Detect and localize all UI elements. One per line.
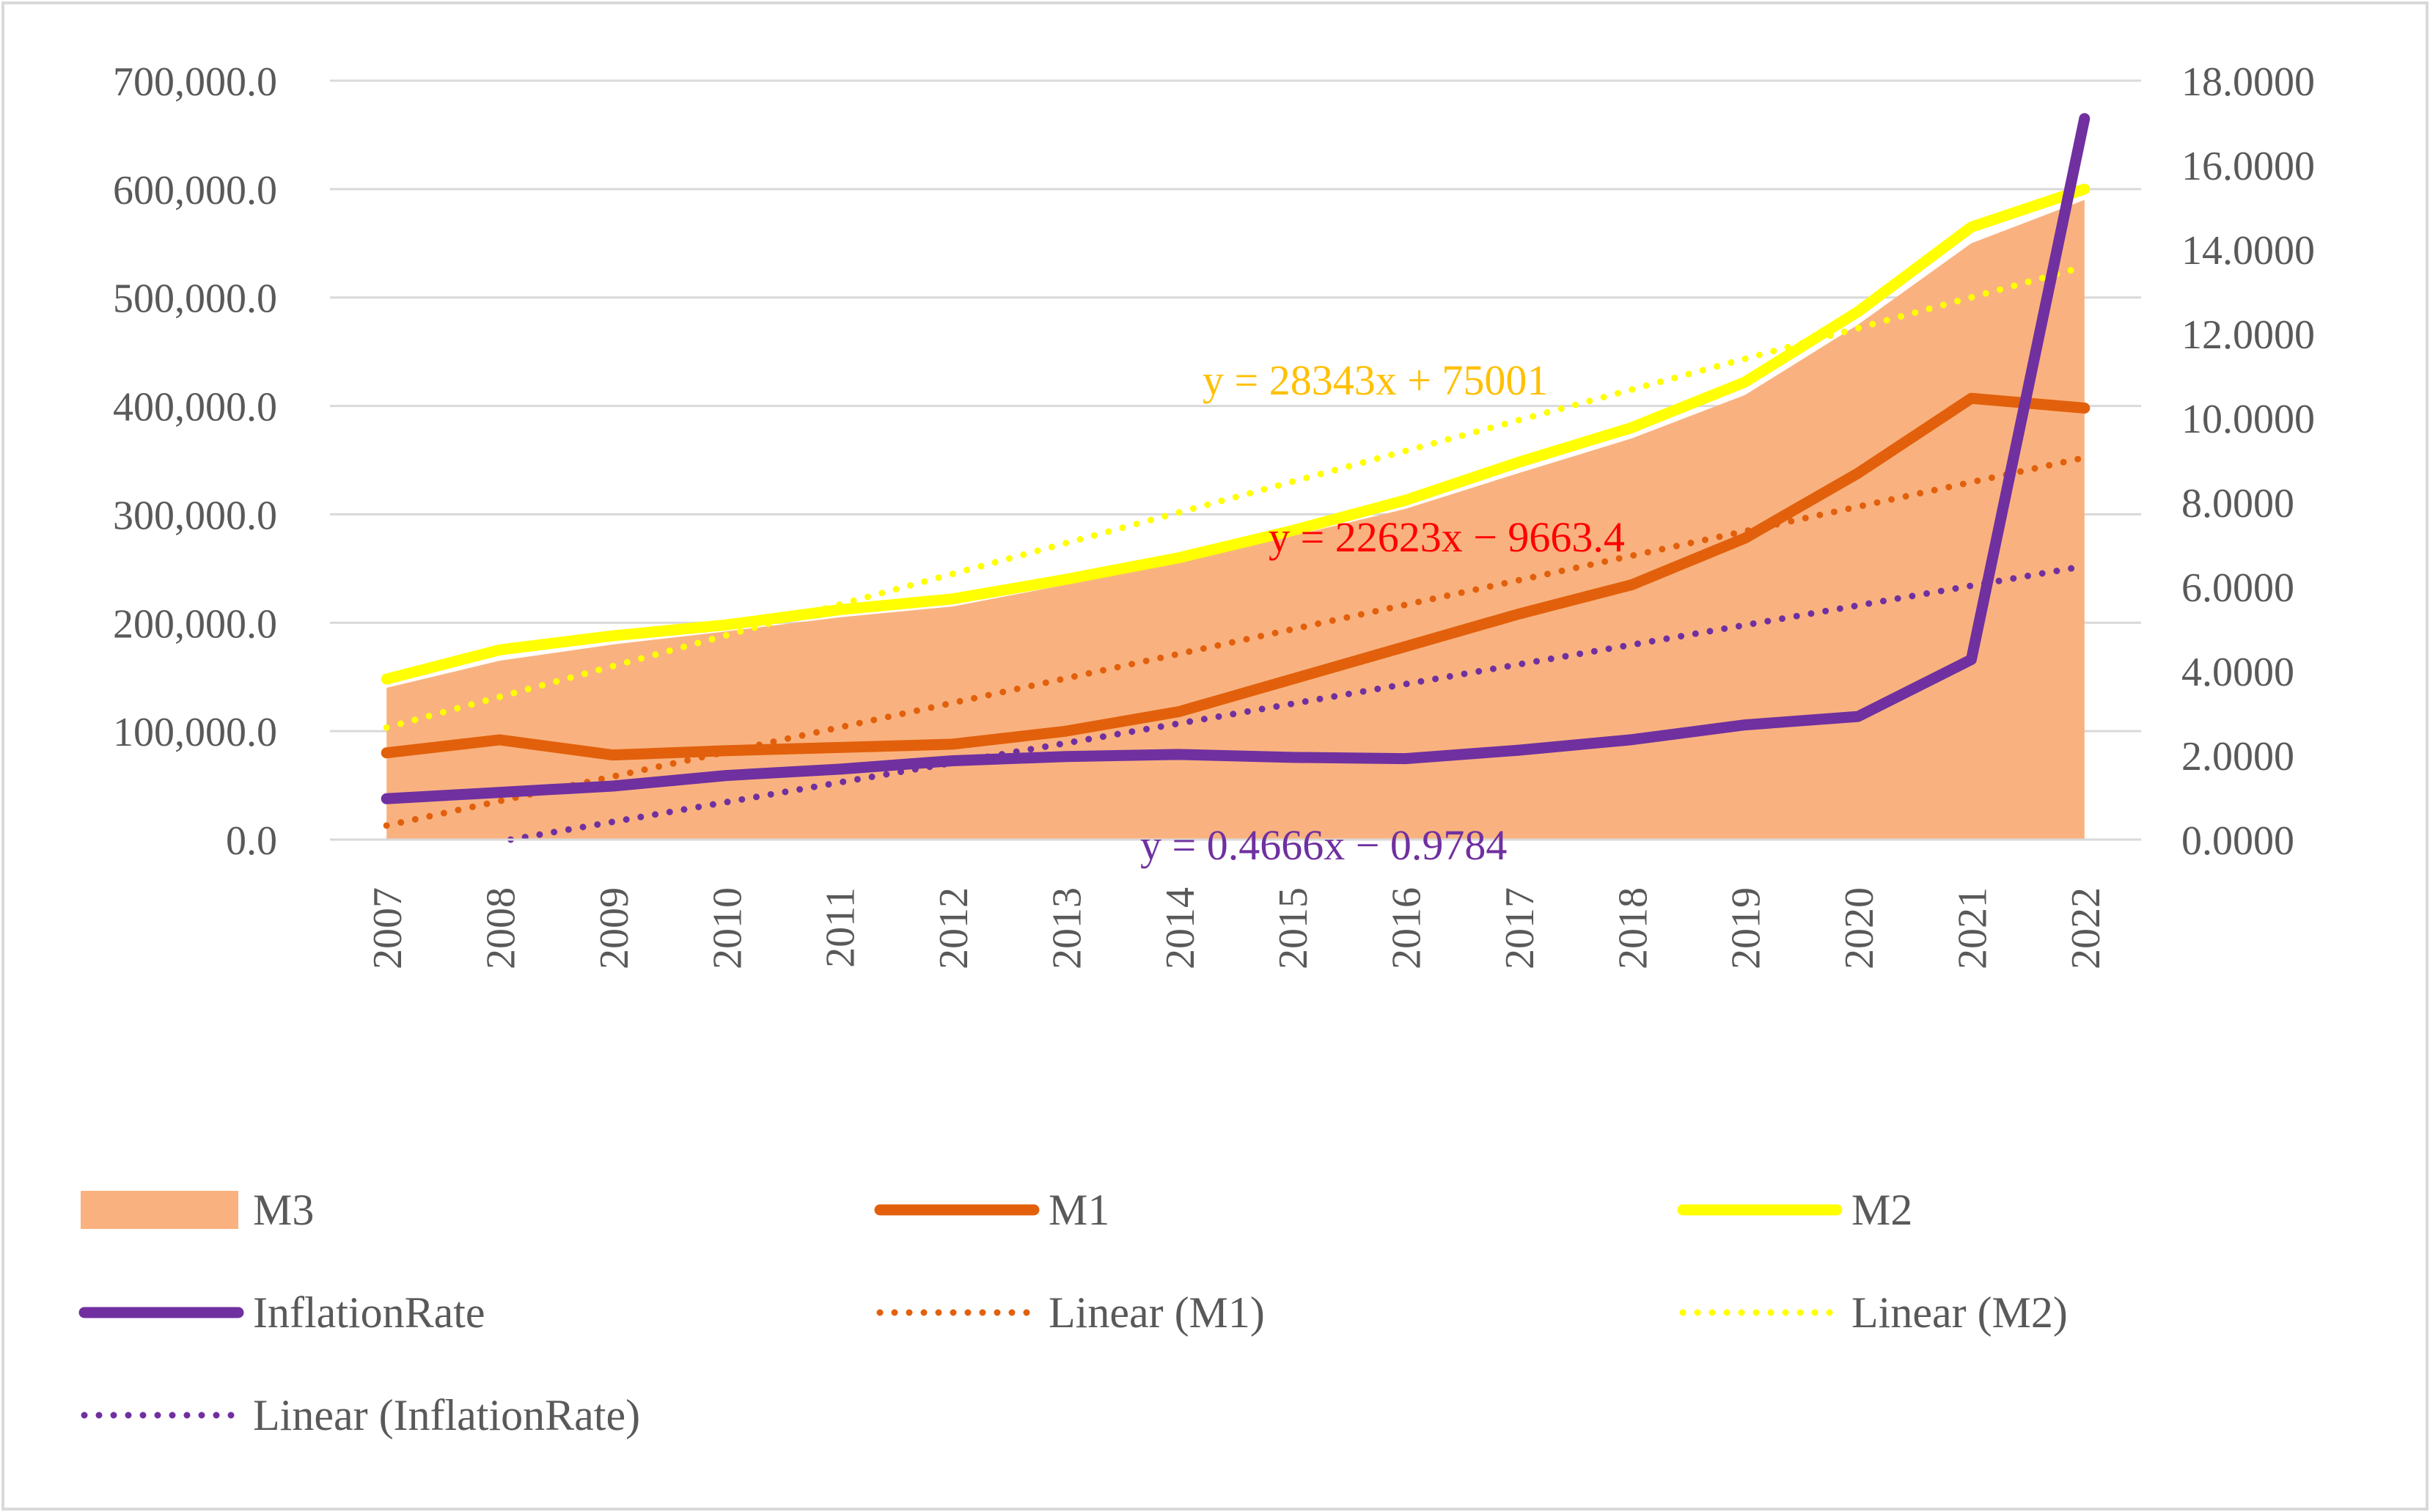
x-tick-label: 2022 (2063, 887, 2109, 969)
legend-label-m3: M3 (253, 1186, 314, 1234)
trendline-equations: y = 22623x − 9663.4 y = 28343x + 75001 y =… (1140, 356, 1625, 869)
x-tick-label: 2011 (818, 887, 864, 968)
trendline-inflationrate (507, 562, 2088, 843)
x-tick-label: 2010 (705, 887, 750, 969)
line-series-m1 (381, 392, 2091, 761)
legend-label-linear-m2: Linear (M2) (1851, 1288, 2068, 1337)
trendline-equation-inflationrate: y = 0.4666x − 0.9784 (1140, 821, 1507, 869)
y-right-tick-label: 16.0000 (2181, 144, 2315, 189)
x-tick-label: 2013 (1044, 887, 1090, 969)
x-tick-label: 2018 (1610, 887, 1656, 969)
y-right-tick-label: 8.0000 (2181, 481, 2294, 526)
legend-label-m1: M1 (1049, 1186, 1109, 1234)
trendline-equation-m2: y = 28343x + 75001 (1203, 356, 1548, 404)
x-tick-label: 2007 (365, 887, 411, 969)
legend-label-inflationrate: InflationRate (253, 1288, 485, 1337)
y-left-tick-label: 700,000.0 (113, 59, 277, 105)
legend-swatch-m3 (81, 1191, 238, 1229)
x-tick-label: 2009 (592, 887, 637, 969)
trendline-equation-m1: y = 22623x − 9663.4 (1269, 513, 1625, 561)
y-right-tick-label: 4.0000 (2181, 650, 2294, 695)
area-series-layer (386, 199, 2085, 840)
y-right-tick-label: 18.0000 (2181, 59, 2315, 105)
x-tick-label: 2021 (1950, 887, 1995, 969)
x-tick-label: 2019 (1724, 887, 1769, 969)
legend-label-linear-inflationrate: Linear (InflationRate) (253, 1391, 640, 1439)
y-right-tick-label: 6.0000 (2181, 565, 2294, 611)
y-left-tick-label: 300,000.0 (113, 493, 277, 538)
legend-label-linear-m1: Linear (M1) (1049, 1288, 1265, 1337)
y-left-tick-label: 200,000.0 (113, 601, 277, 647)
area-series-m3 (386, 199, 2085, 840)
line-series-layer (381, 113, 2091, 804)
x-tick-label: 2008 (479, 887, 524, 969)
y-left-tick-label: 0.0 (226, 818, 277, 864)
y-right-tick-label: 2.0000 (2181, 734, 2294, 779)
x-tick-label: 2016 (1384, 887, 1430, 969)
y-left-tick-label: 400,000.0 (113, 385, 277, 430)
x-tick-label: 2015 (1271, 887, 1316, 969)
x-tick-label: 2017 (1497, 887, 1543, 969)
y-right-tick-label: 0.0000 (2181, 818, 2294, 864)
y-left-tick-label: 600,000.0 (113, 168, 277, 213)
line-series-m2 (381, 183, 2091, 685)
x-tick-label: 2020 (1837, 887, 1882, 969)
y-right-tick-label: 10.0000 (2181, 397, 2315, 442)
y-left-tick-label: 500,000.0 (113, 276, 277, 322)
legend-label-m2: M2 (1851, 1186, 1912, 1234)
x-tick-label: 2012 (931, 887, 977, 969)
y-right-tick-label: 12.0000 (2181, 312, 2315, 358)
y-left-tick-label: 100,000.0 (113, 710, 277, 755)
y-right-tick-label: 14.0000 (2181, 228, 2315, 274)
line-series-inflationrate (381, 113, 2091, 804)
x-tick-label: 2014 (1158, 887, 1203, 969)
axes-layer: 0.0 100,000.0 200,000.0 300,000.0 400,000.0 5… (113, 59, 2315, 969)
legend: M3 M1 M2 InflationRate Linear (M1) Linear (M2… (78, 1186, 2068, 1439)
